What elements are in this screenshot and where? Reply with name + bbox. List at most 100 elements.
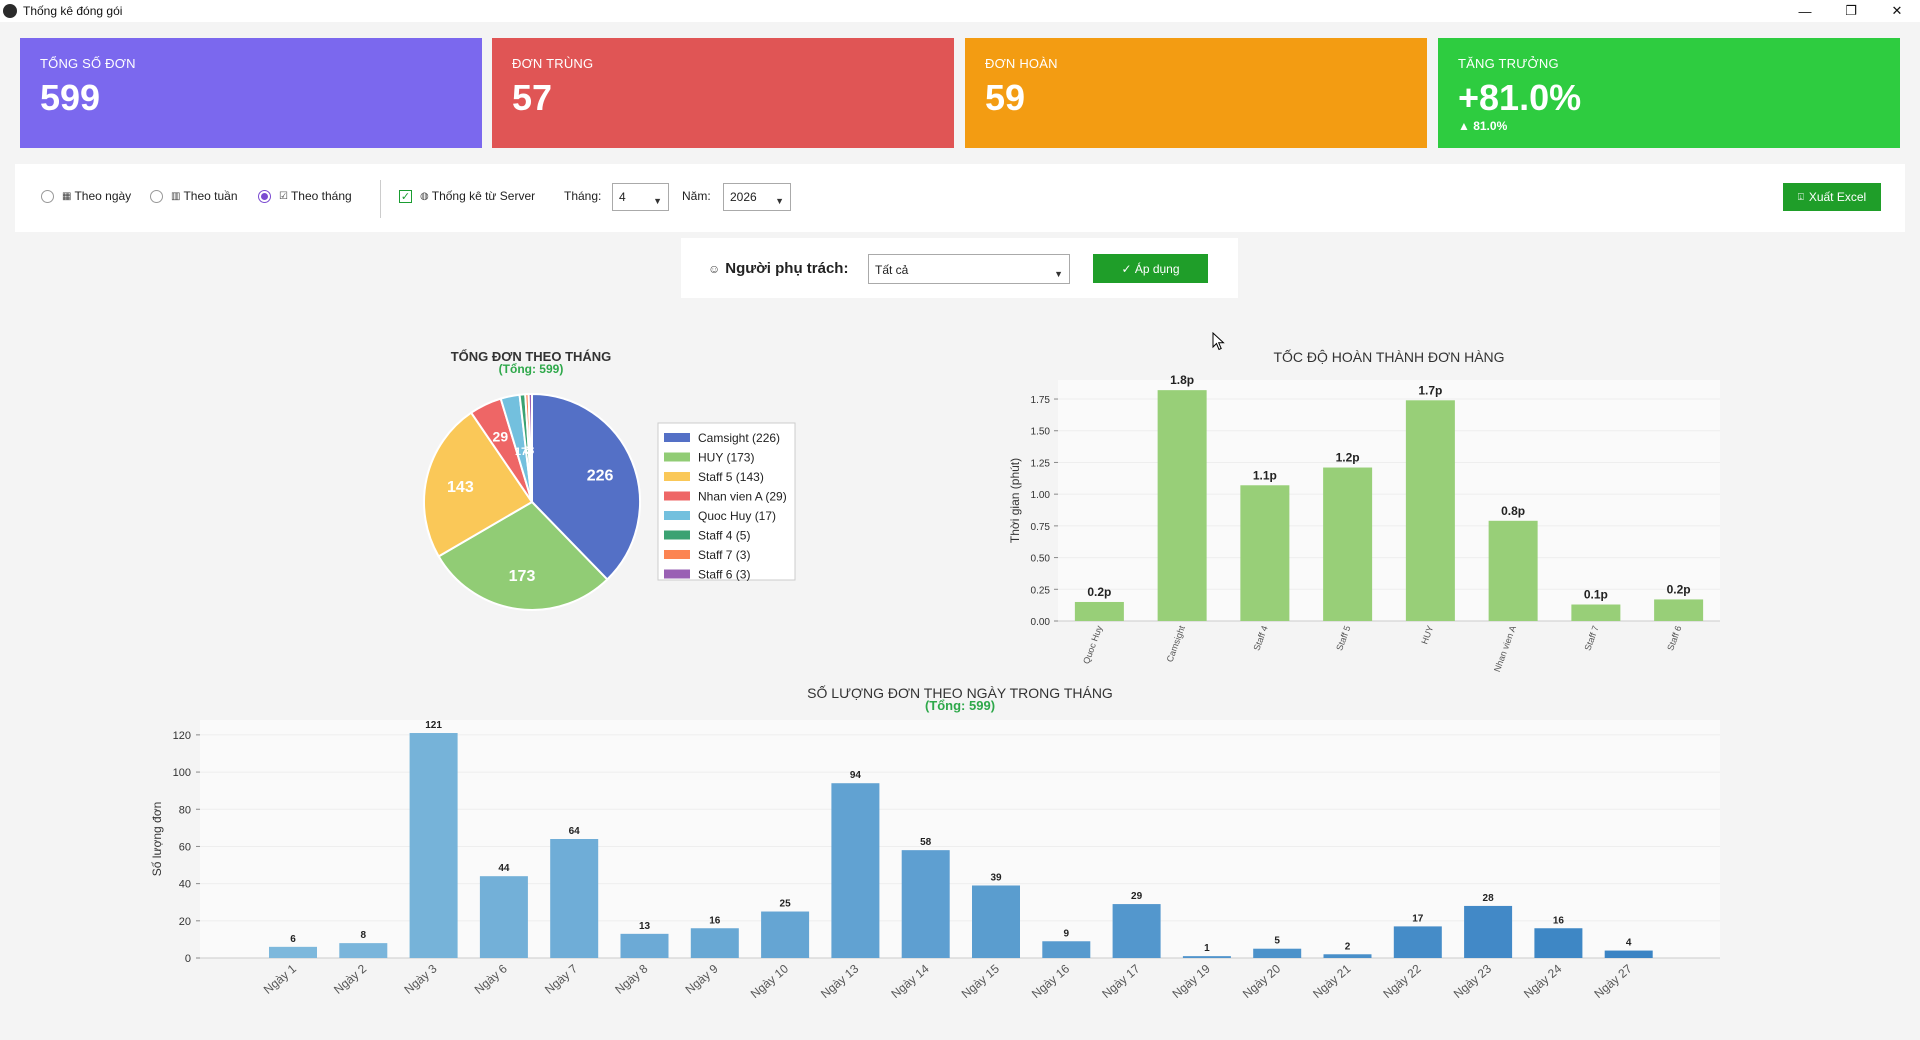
user-icon: ☺: [708, 261, 721, 276]
pie-legend-label: HUY (173): [698, 451, 754, 465]
card-growth-delta: ▲ 81.0%: [1458, 119, 1508, 133]
daily-chart-xtick-label: Ngày 6: [472, 961, 510, 996]
card-value: 599: [40, 77, 101, 118]
pie-legend-label: Staff 6 (3): [698, 568, 750, 582]
pie-legend-swatch: [664, 511, 690, 520]
radio-circle-selected[interactable]: [258, 189, 271, 203]
month-select[interactable]: 4 ▼: [612, 183, 669, 211]
card-label: TỔNG SỐ ĐƠN: [40, 56, 136, 71]
daily-chart-data-label: 16: [1553, 915, 1565, 926]
owner-select[interactable]: Tất cả ▼: [868, 254, 1070, 284]
speed-chart-bar: [1074, 601, 1124, 621]
daily-chart-bar: [761, 911, 810, 958]
pie-slice-label: 5: [524, 445, 530, 457]
daily-chart-data-label: 64: [569, 826, 581, 837]
daily-chart-xtick-label: Ngày 8: [612, 961, 650, 996]
speed-chart-bar: [1571, 604, 1621, 621]
daily-chart-xtick-label: Ngày 15: [959, 961, 1002, 1001]
calendar-week-icon: ▥: [171, 190, 181, 202]
daily-chart-bar: [1112, 904, 1161, 958]
filter-bar: ▦ Theo ngày ▥ Theo tuần ☑ Theo tháng ✓ ◍…: [15, 164, 1905, 232]
speed-chart-ytick-label: 1.00: [1031, 490, 1051, 501]
checkbox-label: Thống kê từ Server: [431, 189, 536, 203]
pie-legend-label: Staff 7 (3): [698, 548, 750, 562]
daily-chart-bar: [831, 783, 880, 958]
pie-legend-swatch: [664, 472, 690, 481]
daily-chart-ytick-label: 80: [179, 804, 191, 816]
pie-subtitle: (Tổng: 599): [499, 362, 564, 376]
daily-chart-xtick-label: Ngày 22: [1380, 961, 1423, 1001]
minimize-button[interactable]: —: [1782, 0, 1828, 22]
speed-chart-xtick-label: Staff 6: [1665, 624, 1683, 652]
daily-chart-data-label: 25: [780, 899, 792, 910]
daily-chart-xtick-label: Ngày 13: [818, 961, 861, 1001]
pie-slice-label: 17: [515, 446, 527, 458]
apply-button[interactable]: ✓ Áp dụng: [1093, 254, 1208, 283]
close-button[interactable]: ✕: [1874, 0, 1920, 22]
speed-chart-data-label: 0.1p: [1584, 588, 1608, 602]
daily-chart-ytick-label: 120: [173, 730, 191, 742]
radio-label: Theo tuần: [183, 189, 238, 203]
daily-chart-ylabel: Số lượng đơn: [150, 802, 164, 876]
radio-label: Theo ngày: [74, 189, 132, 203]
daily-chart-data-label: 94: [850, 770, 862, 781]
daily-chart-xtick-label: Ngày 2: [331, 961, 369, 996]
restore-icon: ❐: [1845, 3, 1857, 18]
pie-legend-label: Staff 4 (5): [698, 529, 750, 543]
close-icon: ✕: [1891, 3, 1903, 18]
minimize-icon: —: [1798, 3, 1812, 19]
radio-circle[interactable]: [150, 189, 163, 203]
radio-circle[interactable]: [41, 189, 54, 203]
daily-chart-xtick-label: Ngày 16: [1029, 961, 1072, 1001]
download-icon: ⍗: [1797, 191, 1804, 203]
speed-chart-xtick-label: Quoc Huy: [1081, 624, 1104, 665]
export-excel-button[interactable]: ⍗ Xuất Excel: [1783, 183, 1881, 211]
daily-chart-data-label: 39: [990, 872, 1002, 883]
daily-chart-bar: [1323, 954, 1372, 958]
pie-slice: [423, 411, 534, 558]
divider: [380, 180, 381, 218]
speed-chart-ytick-label: 1.25: [1031, 458, 1051, 469]
daily-chart-xtick-label: Ngày 14: [888, 961, 931, 1001]
daily-chart-bar: [1604, 950, 1653, 958]
daily-chart-ytick-label: 40: [179, 879, 191, 891]
speed-chart-ytick-label: 1.75: [1031, 395, 1051, 406]
restore-button[interactable]: ❐: [1828, 0, 1874, 22]
daily-chart-xtick-label: Ngày 3: [401, 961, 439, 996]
month-value: 4: [619, 190, 626, 204]
daily-chart-bar: [339, 943, 388, 958]
daily-chart-ytick-label: 20: [179, 916, 191, 928]
speed-chart-title: TỐC ĐỘ HOÀN THÀNH ĐƠN HÀNG: [1273, 348, 1504, 365]
card-label: TĂNG TRƯỞNG: [1458, 56, 1559, 71]
daily-chart-title: SỐ LƯỢNG ĐƠN THEO NGÀY TRONG THÁNG: [807, 684, 1113, 701]
daily-chart-bar: [901, 850, 950, 958]
owner-filter-panel: ☺ Người phụ trách: Tất cả ▼ ✓ Áp dụng: [681, 238, 1238, 298]
radio-by-week[interactable]: ▥ Theo tuần: [150, 189, 238, 203]
pie-legend-label: Camsight (226): [698, 431, 780, 445]
daily-chart-xtick-label: Ngày 23: [1451, 961, 1494, 1001]
year-select[interactable]: 2026 ▼: [723, 183, 791, 211]
speed-chart-data-label: 1.8p: [1170, 373, 1194, 387]
pie-legend-label: Nhan vien A (29): [698, 490, 787, 504]
speed-chart-xtick-label: HUY: [1419, 624, 1435, 645]
pie-slice: [437, 500, 609, 611]
speed-chart-plot-area: [1058, 380, 1720, 621]
radio-by-month[interactable]: ☑ Theo tháng: [258, 189, 352, 203]
checkbox-checked-icon[interactable]: ✓: [399, 189, 412, 203]
pie-legend-label: Staff 5 (143): [698, 470, 764, 484]
daily-chart-bar: [550, 839, 599, 958]
radio-by-day[interactable]: ▦ Theo ngày: [41, 189, 131, 203]
pie-slice: [531, 392, 641, 581]
daily-chart-data-label: 6: [290, 934, 296, 945]
speed-chart-data-label: 0.2p: [1667, 582, 1691, 596]
speed-chart-bar: [1240, 485, 1290, 621]
speed-chart-xtick-label: Camsight: [1165, 624, 1188, 664]
daily-chart-data-label: 4: [1626, 938, 1632, 949]
daily-chart-bar: [479, 876, 528, 958]
daily-chart-data-label: 58: [920, 837, 932, 848]
checkbox-server-stats[interactable]: ✓ ◍ Thống kê từ Server: [399, 189, 535, 203]
pie-legend-swatch: [664, 550, 690, 559]
card-value: 59: [985, 77, 1026, 118]
daily-chart-data-label: 28: [1483, 893, 1495, 904]
mouse-cursor-icon: [1212, 332, 1225, 351]
